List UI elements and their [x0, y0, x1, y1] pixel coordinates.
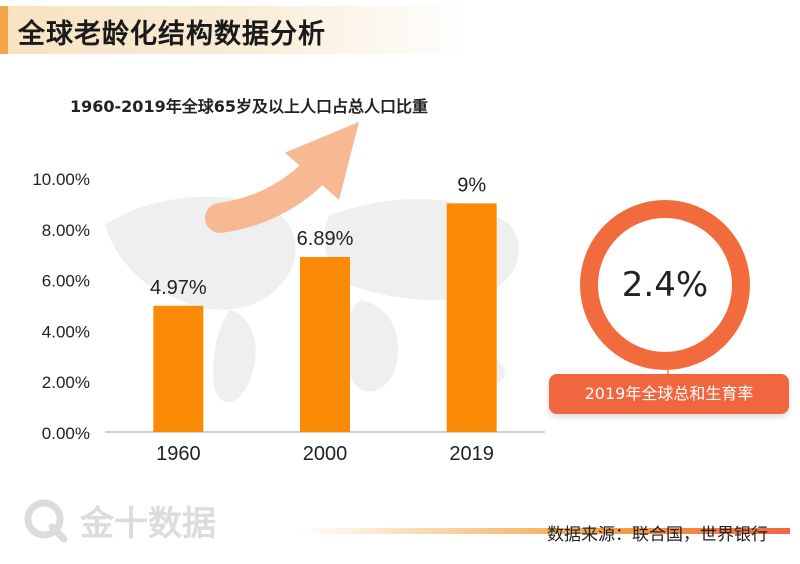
bar — [300, 256, 350, 432]
y-tick-label: 10.00% — [32, 170, 90, 189]
title-accent-bar — [0, 6, 8, 54]
title-banner — [0, 6, 470, 54]
data-label: 9% — [457, 174, 486, 196]
bar — [153, 305, 204, 432]
x-tick-label: 2000 — [303, 443, 348, 465]
page-title: 全球老龄化结构数据分析 — [18, 19, 326, 50]
trend-arrow — [205, 121, 360, 233]
fertility-rate-ring — [580, 200, 750, 370]
chart-title: 1960-2019年全球65岁及以上人口占总人口比重 — [70, 97, 428, 116]
y-tick-label: 8.00% — [42, 221, 90, 240]
watermark-text: 金十数据 — [80, 504, 216, 544]
x-tick-label: 2019 — [449, 443, 494, 465]
data-label: 4.97% — [150, 277, 207, 299]
y-tick-label: 4.00% — [42, 322, 90, 341]
footer-line — [300, 528, 790, 534]
fertility-rate-label: 2019年全球总和生育率 — [549, 374, 789, 414]
data-source: 数据来源：联合国，世界银行 — [547, 525, 768, 545]
watermark-logo: 金十数据 — [22, 496, 216, 545]
x-tick-label: 1960 — [156, 443, 201, 465]
y-tick-label: 0.00% — [42, 424, 90, 443]
fertility-rate-value: 2.4% — [621, 265, 709, 305]
bar — [446, 203, 497, 432]
fertility-rate-indicator: 2.4% — [580, 200, 750, 370]
y-tick-label: 2.00% — [42, 373, 90, 392]
watermark-logo-icon — [24, 499, 68, 542]
data-label: 6.89% — [297, 228, 354, 250]
y-tick-label: 6.00% — [42, 272, 90, 291]
